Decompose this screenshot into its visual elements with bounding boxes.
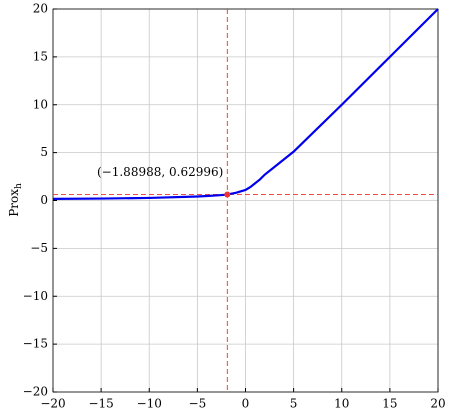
y-label-main: Prox	[7, 189, 21, 217]
y-tick-label: 0	[40, 193, 48, 207]
x-tick-label: −15	[88, 397, 113, 411]
x-tick-label: −20	[40, 397, 65, 411]
x-tick-label: 10	[334, 397, 349, 411]
annotation-point	[224, 191, 231, 198]
x-tick-label: 20	[430, 397, 445, 411]
x-tick-label: 0	[242, 397, 250, 411]
x-tick-label: 5	[290, 397, 298, 411]
y-tick-label: −5	[30, 241, 48, 255]
y-tick-label: 10	[33, 97, 48, 111]
curve	[52, 8, 439, 200]
y-tick-label: 15	[33, 49, 48, 63]
annotation-label: (−1.88988, 0.62996)	[97, 165, 223, 179]
y-tick-label: −20	[23, 385, 48, 399]
y-tick-label: 20	[33, 2, 48, 16]
y-tick-label: −15	[23, 337, 48, 351]
y-axis-label: Proxh	[7, 183, 24, 217]
x-tick-label: −10	[137, 397, 162, 411]
x-tick-label: 15	[382, 397, 397, 411]
y-label-subscript: h	[14, 183, 24, 189]
plot-frame	[52, 8, 439, 393]
x-tick-label: −5	[189, 397, 207, 411]
y-tick-label: −10	[23, 289, 48, 303]
y-tick-label: 5	[40, 145, 48, 159]
